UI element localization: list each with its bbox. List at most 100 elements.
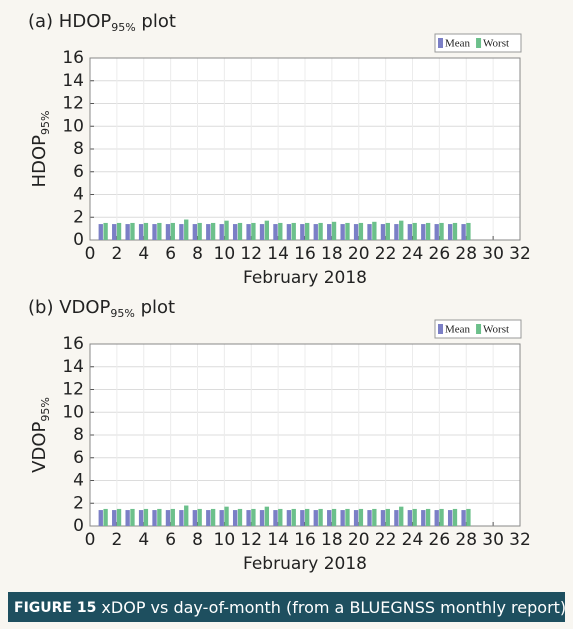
bar [345,222,350,240]
x-tick-label: 12 [240,244,262,264]
bar [237,222,243,240]
title-sub: 95% [111,21,135,34]
x-tick-label: 4 [138,530,149,550]
bar [439,222,444,240]
legend-label: Worst [483,38,509,50]
title-main: (b) VDOP [28,297,111,318]
x-tick-label: 8 [192,244,203,264]
x-tick-label: 4 [138,244,149,264]
y-label-main: VDOP [29,421,50,472]
bar [130,508,135,526]
y-axis-label: VDOP95% [29,397,52,473]
bar [197,222,202,240]
bar [327,510,332,526]
x-tick-label: 6 [165,530,176,550]
bar [259,224,265,240]
bar [179,510,184,526]
x-tick-label: 28 [455,244,477,264]
x-tick-label: 28 [455,530,477,550]
bar [98,510,103,526]
x-tick-label: 16 [294,530,316,550]
bar [210,222,216,240]
x-tick-label: 22 [375,244,397,264]
bar [452,508,458,526]
x-tick-label: 8 [192,530,203,550]
bar [116,222,122,240]
y-axis-label: HDOP95% [29,111,52,188]
x-tick-label: 2 [111,530,122,550]
x-tick-label: 0 [85,244,96,264]
bar [372,221,377,240]
bar [305,508,310,526]
x-tick-label: 6 [165,244,176,264]
x-tick-label: 18 [321,244,343,264]
title-sub: 95% [110,307,134,320]
bar [461,224,466,240]
bar [219,510,224,526]
bar [237,508,243,526]
x-tick-label: 12 [240,530,262,550]
y-tick-label: 6 [73,448,84,468]
bar [447,224,453,240]
y-tick-label: 12 [62,380,84,400]
bar [331,508,337,526]
x-tick-label: 30 [482,530,504,550]
bar [179,224,184,240]
bar [157,508,162,526]
x-tick-label: 30 [482,244,504,264]
title-end: plot [135,297,175,318]
chart-title: (a) HDOP95% plot [28,11,176,34]
y-tick-label: 8 [73,139,84,159]
bar [103,222,108,240]
bar [358,222,364,240]
x-tick-label: 24 [402,530,424,550]
bar [291,508,296,526]
bar [112,510,117,526]
bar [452,222,458,240]
bar [380,224,386,240]
legend-swatch [438,324,443,334]
bar [210,508,216,526]
caption-text: xDOP vs day-of-month (from a BLUEGNSS mo… [96,598,566,617]
y-tick-label: 10 [62,402,84,422]
bar [165,510,171,526]
y-tick-label: 0 [73,516,84,536]
x-tick-label: 2 [111,244,122,264]
bar [286,224,292,240]
bar [439,508,444,526]
x-tick-label: 32 [509,244,531,264]
bar [318,508,323,526]
x-tick-label: 0 [85,530,96,550]
bar [421,510,426,526]
bar [197,508,202,526]
bar [291,222,296,240]
legend-swatch [476,38,482,48]
bar [232,224,238,240]
bar [313,510,318,526]
y-tick-label: 2 [73,493,84,513]
bar [170,222,175,240]
y-label-sub: 95% [39,397,52,421]
bar [206,224,211,240]
bar [157,222,162,240]
bar [305,222,310,240]
x-tick-label: 24 [402,244,424,264]
bar [461,510,466,526]
bar [421,224,426,240]
bar [273,224,278,240]
y-label-main: HDOP [29,135,50,188]
caption: FIGURE 15 xDOP vs day-of-month (from a B… [14,598,566,617]
x-tick-label: 26 [429,530,451,550]
bar [466,508,471,526]
bar [412,508,417,526]
bar [425,508,431,526]
bar [331,221,337,240]
bar [278,222,283,240]
x-tick-label: 10 [214,530,236,550]
bar [112,224,117,240]
bar [143,222,149,240]
y-tick-label: 14 [62,71,84,91]
bar [103,508,108,526]
bar [394,510,399,526]
